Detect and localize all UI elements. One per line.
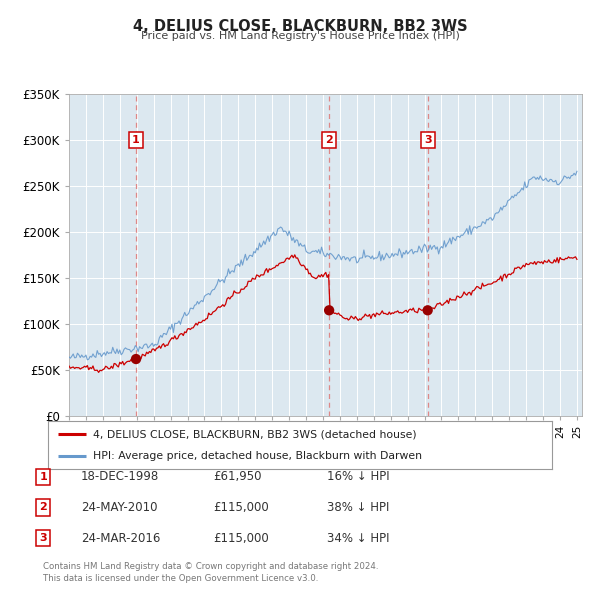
Text: 24-MAY-2010: 24-MAY-2010 <box>81 501 157 514</box>
Text: £61,950: £61,950 <box>213 470 262 483</box>
Text: 1: 1 <box>132 135 140 145</box>
Point <box>325 306 334 315</box>
Text: 24-MAR-2016: 24-MAR-2016 <box>81 532 160 545</box>
Text: £115,000: £115,000 <box>213 501 269 514</box>
Text: 4, DELIUS CLOSE, BLACKBURN, BB2 3WS: 4, DELIUS CLOSE, BLACKBURN, BB2 3WS <box>133 19 467 34</box>
Text: 38% ↓ HPI: 38% ↓ HPI <box>327 501 389 514</box>
Point <box>131 355 141 364</box>
Text: 3: 3 <box>424 135 431 145</box>
Text: 18-DEC-1998: 18-DEC-1998 <box>81 470 159 483</box>
Text: 16% ↓ HPI: 16% ↓ HPI <box>327 470 389 483</box>
Text: 2: 2 <box>40 503 47 512</box>
Text: Contains HM Land Registry data © Crown copyright and database right 2024.
This d: Contains HM Land Registry data © Crown c… <box>43 562 379 583</box>
Text: Price paid vs. HM Land Registry's House Price Index (HPI): Price paid vs. HM Land Registry's House … <box>140 31 460 41</box>
Text: HPI: Average price, detached house, Blackburn with Darwen: HPI: Average price, detached house, Blac… <box>94 451 422 461</box>
Text: £115,000: £115,000 <box>213 532 269 545</box>
Text: 4, DELIUS CLOSE, BLACKBURN, BB2 3WS (detached house): 4, DELIUS CLOSE, BLACKBURN, BB2 3WS (det… <box>94 429 417 439</box>
Text: 34% ↓ HPI: 34% ↓ HPI <box>327 532 389 545</box>
Text: 2: 2 <box>325 135 333 145</box>
Text: 3: 3 <box>40 533 47 543</box>
Text: 1: 1 <box>40 472 47 481</box>
Point <box>423 306 433 315</box>
